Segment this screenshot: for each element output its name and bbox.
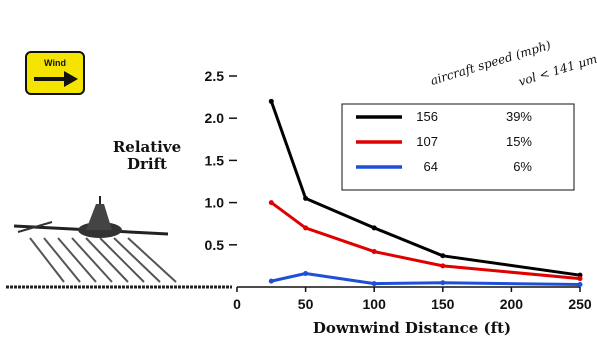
legend-speed-64: 64 xyxy=(424,159,438,174)
y-tick-label: 2.0 xyxy=(205,110,225,126)
x-tick-label: 100 xyxy=(363,296,387,312)
series-point-156 xyxy=(371,225,377,231)
arrow-right-icon xyxy=(34,71,78,87)
series-point-156 xyxy=(303,195,309,201)
y-tick-label: 2.5 xyxy=(205,68,225,84)
series-point-64 xyxy=(577,281,583,287)
series-point-107 xyxy=(577,276,583,282)
airplane-spray-illustration xyxy=(6,196,232,289)
series-point-107 xyxy=(371,249,377,255)
legend-volume-156: 39% xyxy=(506,109,532,124)
legend-volume-107: 15% xyxy=(506,134,532,149)
series-point-64 xyxy=(371,281,377,287)
x-axis-label: Downwind Distance (ft) xyxy=(313,319,511,337)
y-tick-label: 1.5 xyxy=(205,152,225,168)
series-point-107 xyxy=(440,263,446,269)
series-point-107 xyxy=(303,225,309,231)
series-point-156 xyxy=(268,98,274,104)
series-point-107 xyxy=(268,200,274,206)
axis-ticks: 0 50 100 150 200 250 0.5 1.0 1.5 2.0 2.5 xyxy=(205,68,592,312)
x-tick-label: 0 xyxy=(233,296,241,312)
series-point-64 xyxy=(303,270,309,276)
legend-speed-107: 107 xyxy=(416,134,438,149)
legend-volume-64: 6% xyxy=(513,159,532,174)
y-axis-label: Relative Drift xyxy=(113,138,181,173)
wind-badge-label: Wind xyxy=(44,58,66,68)
x-tick-label: 200 xyxy=(500,296,524,312)
series-point-156 xyxy=(440,253,446,259)
legend: aircraft speed (mph) vol < 141 µm 156 39%… xyxy=(341,38,597,191)
wind-badge: Wind xyxy=(25,51,85,95)
series-point-64 xyxy=(440,280,446,286)
x-tick-label: 150 xyxy=(431,296,455,312)
legend-rows: 156 39% 107 15% 64 6% xyxy=(356,109,532,174)
series-layer xyxy=(268,98,583,287)
x-tick-label: 50 xyxy=(298,296,314,312)
series-point-64 xyxy=(268,278,274,284)
y-tick-label: 1.0 xyxy=(205,195,225,211)
x-tick-label: 250 xyxy=(568,296,592,312)
legend-speed-156: 156 xyxy=(416,109,438,124)
y-tick-label: 0.5 xyxy=(205,237,225,253)
